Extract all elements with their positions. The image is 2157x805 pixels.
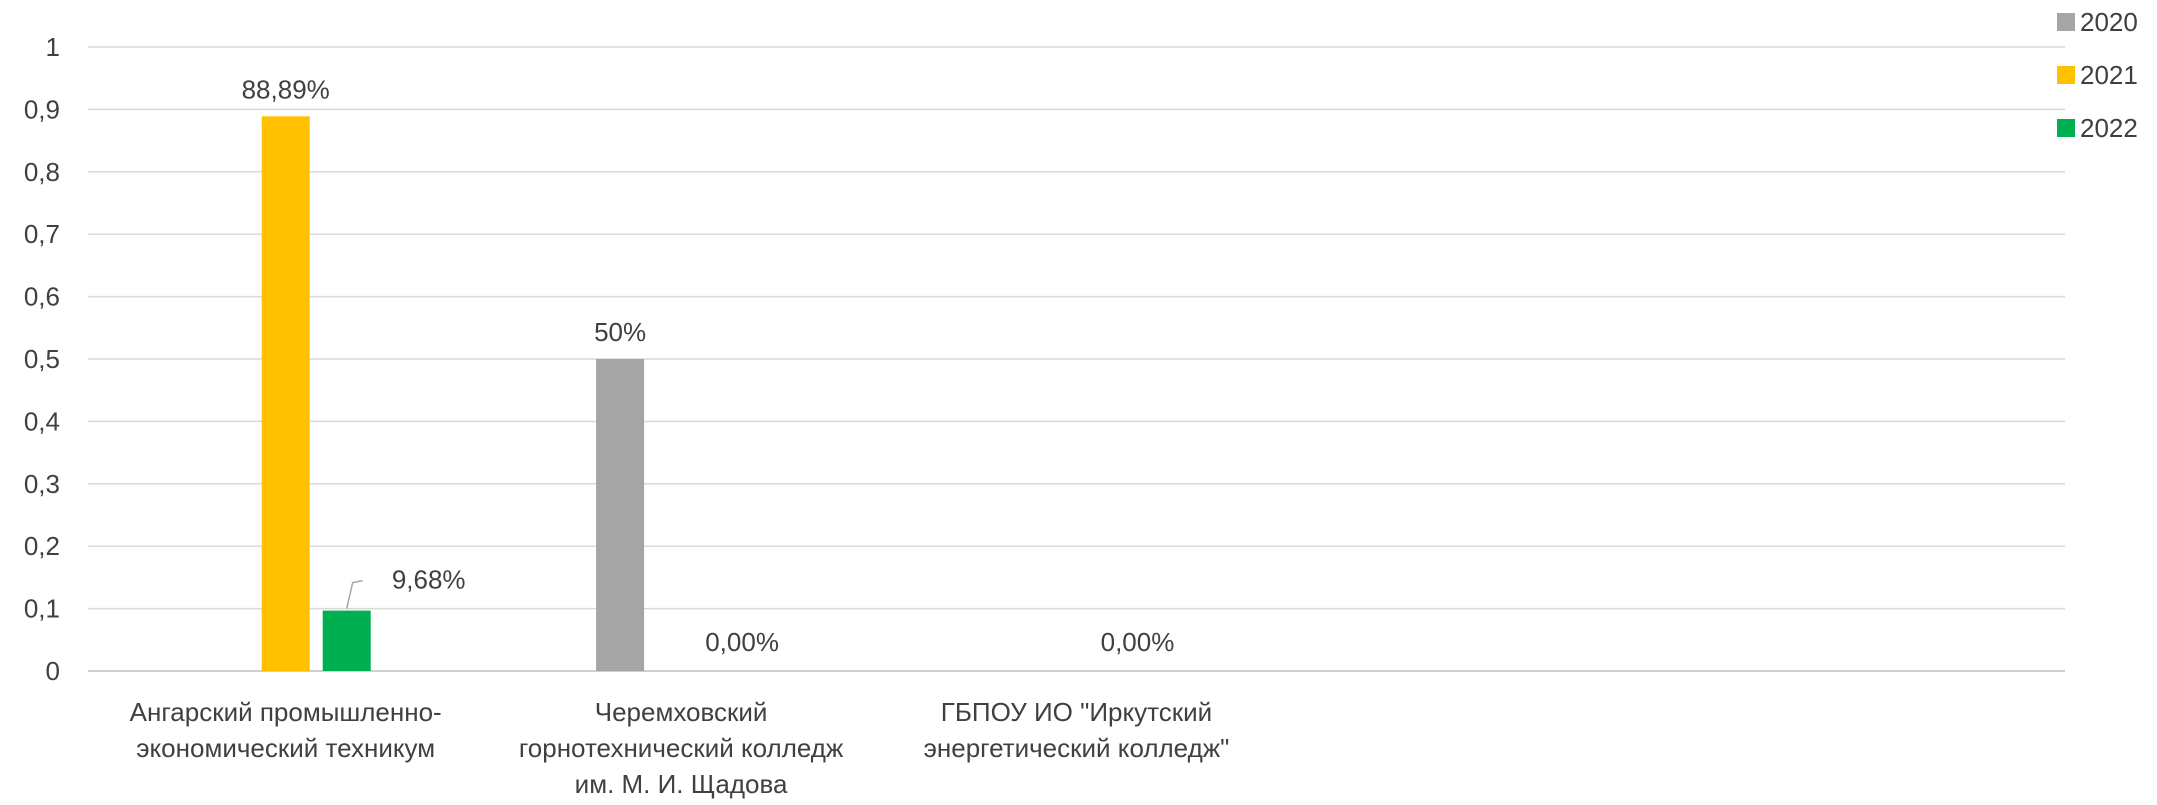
leader-line	[345, 579, 363, 609]
y-tick-label: 0,7	[24, 219, 60, 249]
y-tick-label: 0,4	[24, 406, 60, 436]
bar-2021-cat-0	[261, 116, 310, 671]
x-category-label: Ангарский промышленно-экономический техн…	[130, 697, 442, 763]
y-tick-label: 0,1	[24, 594, 60, 624]
y-tick-label: 0,9	[24, 94, 60, 124]
y-tick-label: 0	[46, 656, 60, 686]
data-label-2022-cat-0: 9,68%	[392, 565, 466, 595]
x-axis-categories: Ангарский промышленно-экономический техн…	[130, 697, 1230, 799]
legend-swatch-2020	[2057, 13, 2075, 31]
x-category-label: Черемховский горнотехнический колледж им. …	[519, 697, 844, 799]
x-category-label: ГБПОУ ИО "Иркутский энергетический коллед…	[924, 697, 1230, 763]
y-axis-ticks: 0 0,1 0,2 0,3 0,4 0,5 0,6 0,7 0,8 0,9 1	[24, 32, 60, 686]
data-label-2020-cat-1: 50%	[594, 317, 646, 347]
y-tick-label: 0,6	[24, 282, 60, 312]
bars	[261, 116, 645, 671]
legend-label-2021: 2021	[2080, 60, 2138, 90]
data-labels: 88,89% 9,68% 50% 0,00% 0,00%	[242, 74, 1175, 657]
legend-swatch-2021	[2057, 66, 2075, 84]
gridlines	[88, 46, 2065, 672]
y-tick-label: 1	[46, 32, 60, 62]
y-tick-label: 0,5	[24, 344, 60, 374]
data-label-2021-cat-0: 88,89%	[242, 74, 330, 104]
y-tick-label: 0,3	[24, 469, 60, 499]
data-label-2022-cat-2: 0,00%	[1101, 627, 1175, 657]
legend-label-2020: 2020	[2080, 7, 2138, 37]
data-label-2022-cat-1: 0,00%	[705, 627, 779, 657]
y-tick-label: 0,8	[24, 157, 60, 187]
y-tick-label: 0,2	[24, 531, 60, 561]
legend-swatch-2022	[2057, 119, 2075, 137]
legend-label-2022: 2022	[2080, 113, 2138, 143]
legend: 2020 2021 2022	[2057, 7, 2138, 143]
bar-2022-cat-0	[322, 610, 371, 671]
bar-2020-cat-1	[596, 359, 645, 671]
